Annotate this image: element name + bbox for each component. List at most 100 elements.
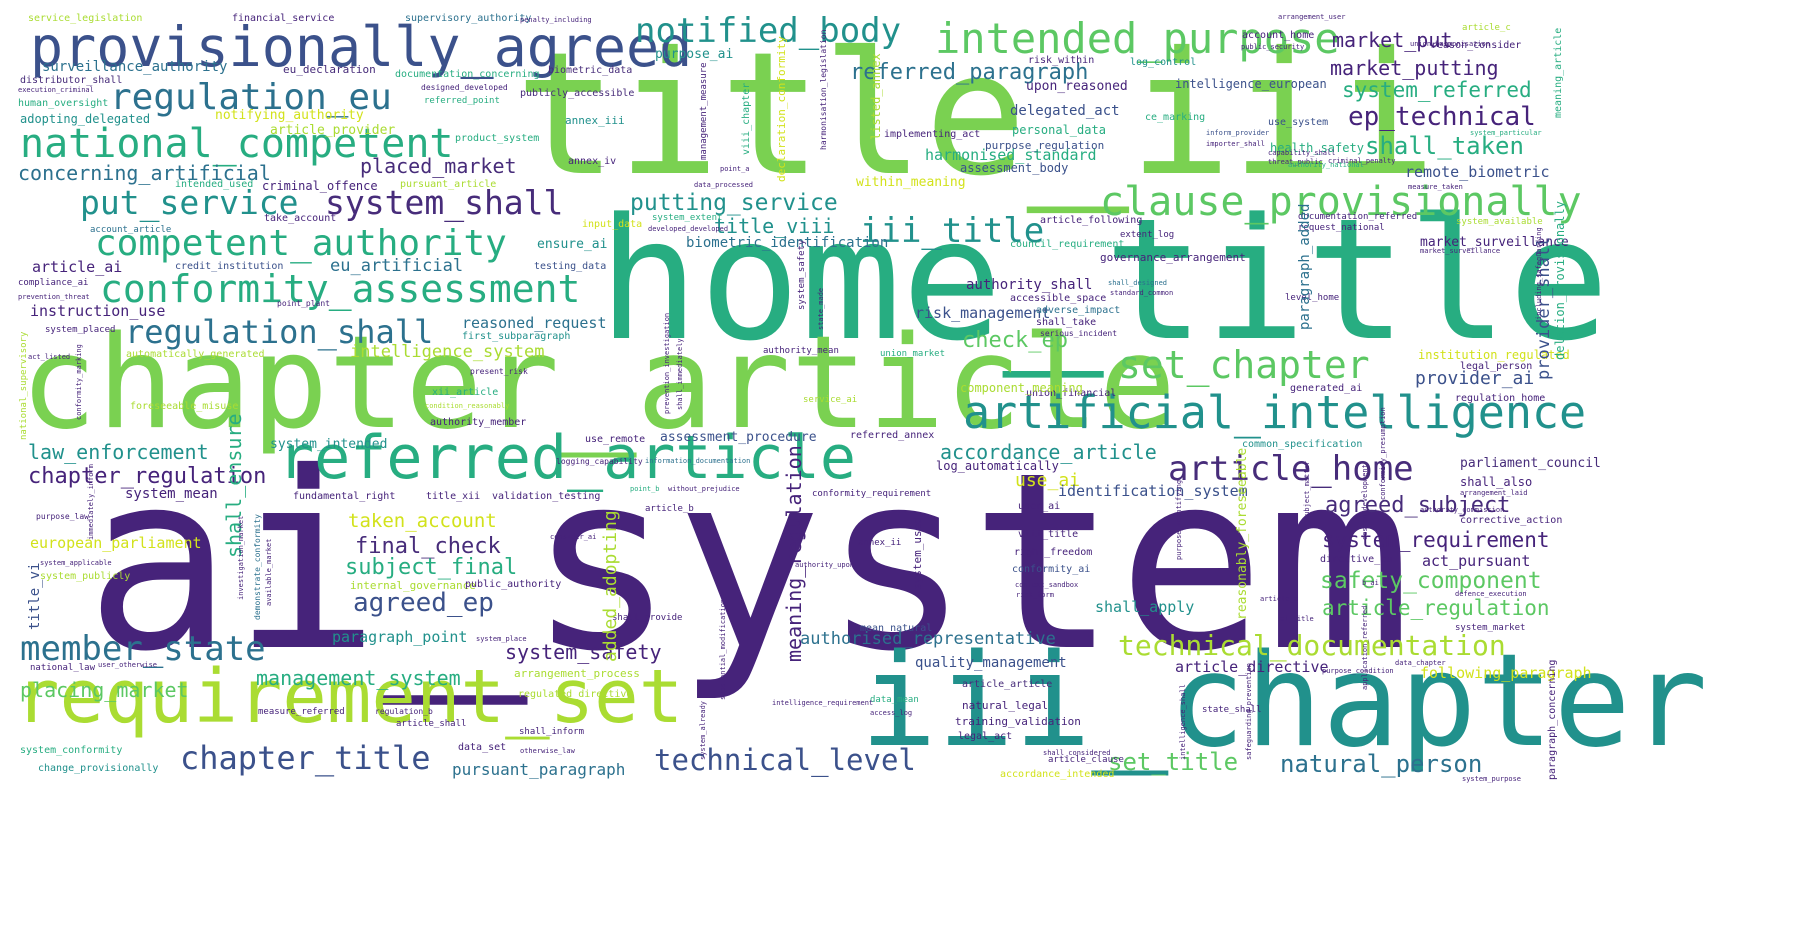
word: system_available — [1456, 217, 1543, 227]
word: compliance_ai — [18, 278, 89, 288]
word: shall_considered — [1043, 749, 1111, 757]
word: title_viii — [714, 214, 835, 238]
word: system_placed — [45, 325, 116, 335]
word: iii_chapter — [860, 627, 1708, 776]
word: paragraph_point — [332, 628, 468, 646]
word: article_b — [645, 504, 694, 514]
word: arrangement_laid — [1460, 489, 1528, 497]
word: user_otherwise — [98, 661, 158, 669]
word: defence_execution — [1455, 590, 1527, 598]
word: logging_capability — [556, 457, 643, 466]
word: distributor_shall — [20, 75, 123, 86]
word: set_chapter — [1118, 343, 1370, 387]
word: regulation_b — [375, 707, 433, 716]
word: log_control — [1130, 57, 1197, 68]
word: council_requirement — [1010, 239, 1125, 250]
word: set_title — [1108, 748, 1239, 776]
word: state_shall — [1202, 705, 1262, 715]
word: intended_purpose — [935, 14, 1340, 63]
word: system_market — [1455, 623, 1526, 633]
word: regulation_eu — [110, 77, 392, 118]
word: xii_article — [432, 387, 499, 398]
word: log_automatically — [936, 459, 1059, 473]
word: first_subparagraph — [462, 331, 571, 342]
word: present_risk — [470, 367, 528, 376]
word: act_listed — [28, 353, 71, 361]
word: article_directive — [1175, 658, 1329, 676]
word: take_account — [264, 213, 337, 224]
word: without_prejudice — [668, 485, 740, 493]
word: remote_biometric — [1405, 163, 1550, 181]
word: delegated_act — [1010, 103, 1120, 119]
word: data_chapter — [1395, 659, 1446, 667]
word: purpose_regulation — [985, 139, 1105, 152]
word: including_safeguarding — [1535, 227, 1543, 320]
word: mean_natural — [860, 623, 933, 634]
word: system_referred — [1342, 78, 1532, 102]
word: threat_public — [1268, 158, 1323, 166]
word: authority_mean — [763, 346, 839, 356]
word: law_enforcement — [28, 440, 209, 464]
word: purpose_identifying — [1175, 479, 1183, 560]
word: authorised_representative — [800, 629, 1056, 649]
word: shall_provide — [612, 613, 683, 623]
word: product_system — [455, 133, 540, 144]
word: harmonisation_legislation — [819, 29, 828, 150]
word: conformity_assessment — [100, 267, 581, 311]
word: shall_inform — [519, 727, 585, 737]
word: surveillance_authority — [42, 59, 228, 75]
word: account_home — [1242, 30, 1315, 41]
word: title_iii — [515, 16, 1437, 214]
word: regulation_shall — [125, 313, 434, 351]
word: intelligence_european — [1175, 77, 1327, 91]
word: demonstrate_conformity — [253, 514, 262, 620]
word: article_provider — [270, 123, 396, 138]
word: system_particular — [1470, 129, 1542, 137]
word: extent_log — [1120, 230, 1175, 240]
word: publicly_accessible — [520, 88, 635, 99]
word: notified_body — [635, 11, 902, 51]
word: conformity_requirement — [812, 489, 932, 499]
word: regulation_home — [1455, 393, 1546, 404]
word: b_ai — [1362, 579, 1379, 587]
word: agreed_subject — [1325, 493, 1511, 518]
word: prevention_threat — [18, 293, 90, 301]
word: institution_regulated — [1418, 348, 1570, 362]
word: ai_title — [1280, 615, 1314, 623]
word: legal_person — [1460, 361, 1533, 372]
word: agreed_ep — [353, 588, 494, 618]
word: artificial_intelligence — [963, 386, 1587, 439]
word: member_state — [20, 629, 266, 669]
word: check_ep — [962, 328, 1068, 353]
word: credit_institution — [175, 261, 284, 272]
word: market_put — [1332, 28, 1453, 52]
word: automatically_generated — [126, 349, 265, 360]
word: listed_annex — [869, 53, 883, 140]
word: arrangement_process — [514, 667, 640, 680]
word: identification_system — [1058, 482, 1248, 500]
word: meaning_article — [1553, 27, 1564, 118]
word: criminal_offence — [262, 179, 378, 193]
word: system_conformity — [20, 745, 123, 756]
word: validation_testing — [492, 491, 601, 502]
word: health_safety — [1270, 141, 1364, 155]
word: arrangement_user — [1278, 13, 1346, 21]
word: governance_arrangement — [1100, 251, 1246, 264]
word: public_authority — [465, 579, 562, 590]
word: corrective_action — [1460, 515, 1563, 526]
word: standard_common — [1110, 289, 1174, 297]
word: purpose_condition — [1322, 667, 1394, 675]
word: provider_ai — [1415, 368, 1535, 389]
word: internal_governance — [350, 579, 476, 592]
word: use_system — [1268, 117, 1329, 128]
word: human_oversight — [18, 98, 109, 109]
word: reason_consider — [1431, 40, 1522, 51]
word: chapter_article — [20, 309, 1176, 458]
word: application_referred — [1361, 605, 1369, 690]
word: investigation_market — [237, 515, 245, 600]
word: foreseeable_misuse — [130, 401, 239, 412]
word: prevention_investigation — [663, 312, 671, 414]
word: competent_authority — [95, 223, 507, 264]
word: concerning_artificial — [18, 161, 271, 185]
word: documentation_referred — [1298, 212, 1418, 222]
